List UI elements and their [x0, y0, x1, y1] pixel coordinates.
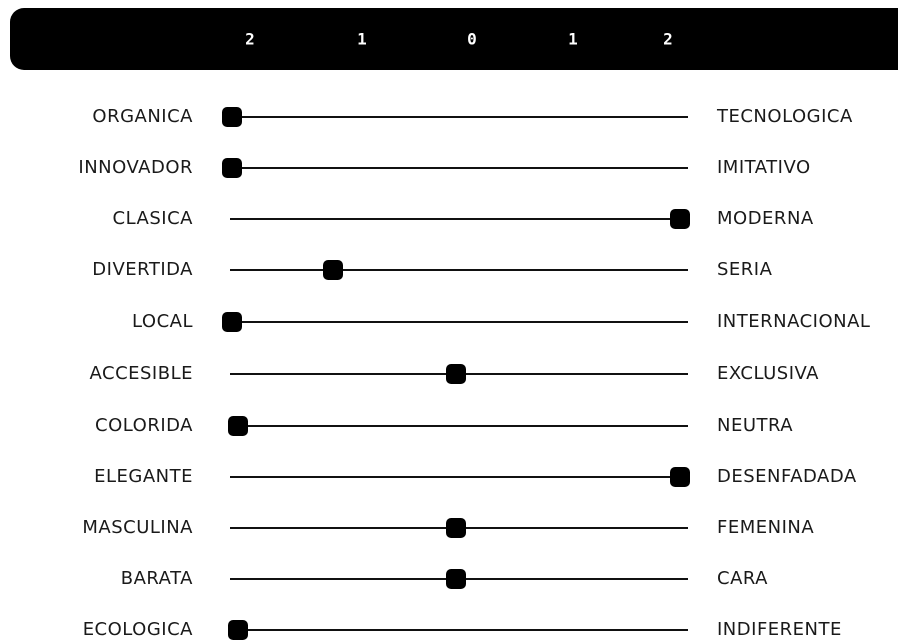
right-pole-label: TECNOLOGICA [717, 105, 853, 129]
slider-handle[interactable] [446, 569, 466, 589]
left-pole-label: MASCULINA [82, 516, 193, 540]
left-pole-label: BARATA [121, 567, 193, 591]
right-pole-label: CARA [717, 567, 768, 591]
right-pole-label: FEMENINA [717, 516, 814, 540]
slider-handle[interactable] [222, 107, 242, 127]
right-pole-label: MODERNA [717, 207, 814, 231]
slider-handle[interactable] [228, 620, 248, 640]
scale-tick-right-1: 1 [568, 30, 578, 49]
slider-handle[interactable] [670, 467, 690, 487]
scale-track[interactable] [230, 629, 688, 631]
left-pole-label: COLORIDA [95, 414, 193, 438]
right-pole-label: DESENFADADA [717, 465, 857, 489]
scale-track[interactable] [230, 321, 688, 323]
right-pole-label: INDIFERENTE [717, 618, 842, 642]
scale-header-bar: 2 1 0 1 2 [10, 8, 898, 70]
left-pole-label: LOCAL [132, 310, 193, 334]
slider-handle[interactable] [446, 518, 466, 538]
slider-handle[interactable] [323, 260, 343, 280]
slider-handle[interactable] [222, 158, 242, 178]
slider-handle[interactable] [446, 364, 466, 384]
right-pole-label: EXCLUSIVA [717, 362, 819, 386]
left-pole-label: ELEGANTE [94, 465, 193, 489]
scale-tick-left-1: 1 [357, 30, 367, 49]
slider-handle[interactable] [228, 416, 248, 436]
left-pole-label: ACCESIBLE [90, 362, 194, 386]
left-pole-label: INNOVADOR [78, 156, 193, 180]
scale-track[interactable] [230, 116, 688, 118]
right-pole-label: SERIA [717, 258, 772, 282]
left-pole-label: DIVERTIDA [92, 258, 193, 282]
scale-tick-left-2: 2 [245, 30, 255, 49]
scale-tick-right-2: 2 [663, 30, 673, 49]
slider-handle[interactable] [670, 209, 690, 229]
left-pole-label: ORGANICA [92, 105, 193, 129]
scale-track[interactable] [230, 167, 688, 169]
scale-tick-center-0: 0 [467, 30, 477, 49]
scale-track[interactable] [230, 476, 688, 478]
left-pole-label: CLASICA [113, 207, 193, 231]
left-pole-label: ECOLOGICA [83, 618, 193, 642]
scale-track[interactable] [230, 425, 688, 427]
slider-handle[interactable] [222, 312, 242, 332]
scale-track[interactable] [230, 218, 688, 220]
scale-track[interactable] [230, 269, 688, 271]
right-pole-label: NEUTRA [717, 414, 793, 438]
right-pole-label: IMITATIVO [717, 156, 811, 180]
right-pole-label: INTERNACIONAL [717, 310, 870, 334]
